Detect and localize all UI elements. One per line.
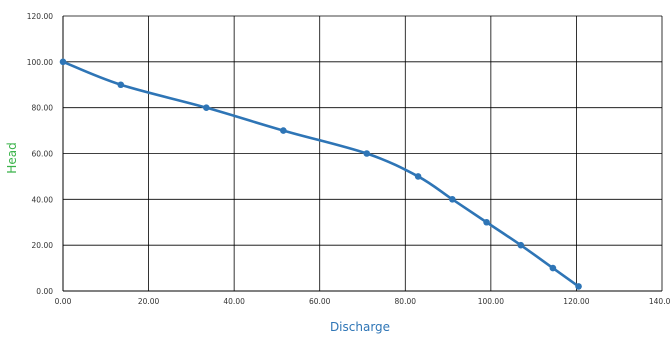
data-point <box>363 150 371 157</box>
x-tick-label: 0.00 <box>55 297 72 306</box>
data-point <box>203 104 210 111</box>
y-tick-label: 100.00 <box>27 58 53 67</box>
data-point <box>280 127 287 134</box>
y-tick-label: 20.00 <box>32 241 54 250</box>
data-point <box>575 283 582 290</box>
data-point <box>59 58 67 66</box>
y-tick-labels: 0.00 20.00 40.00 60.00 80.00 100.00 120.00 <box>27 12 53 296</box>
data-point <box>449 196 456 203</box>
data-point <box>117 81 125 89</box>
x-axis-title: Discharge <box>330 320 390 334</box>
y-tick-label: 120.00 <box>27 12 53 21</box>
data-point <box>549 264 557 272</box>
data-point <box>517 241 525 249</box>
data-series <box>59 58 582 290</box>
data-point <box>483 218 490 226</box>
x-tick-label: 100.00 <box>478 297 504 306</box>
x-tick-labels: 0.00 20.00 40.00 60.00 80.00 100.00 120.00 140.… <box>55 297 670 306</box>
x-tick-label: 40.00 <box>223 297 245 306</box>
x-tick-label: 20.00 <box>138 297 160 306</box>
x-tick-label: 80.00 <box>395 297 417 306</box>
y-tick-label: 0.00 <box>36 287 53 296</box>
series-line <box>61 60 580 288</box>
y-tick-label: 80.00 <box>32 104 54 113</box>
x-tick-label: 140.00 <box>649 297 670 306</box>
y-axis-title: Head <box>5 142 19 173</box>
grid-lines <box>62 15 663 292</box>
data-point <box>414 173 422 180</box>
y-tick-label: 40.00 <box>32 195 54 204</box>
y-tick-label: 60.00 <box>32 150 54 159</box>
x-tick-label: 60.00 <box>309 297 331 306</box>
x-tick-label: 120.00 <box>563 297 589 306</box>
